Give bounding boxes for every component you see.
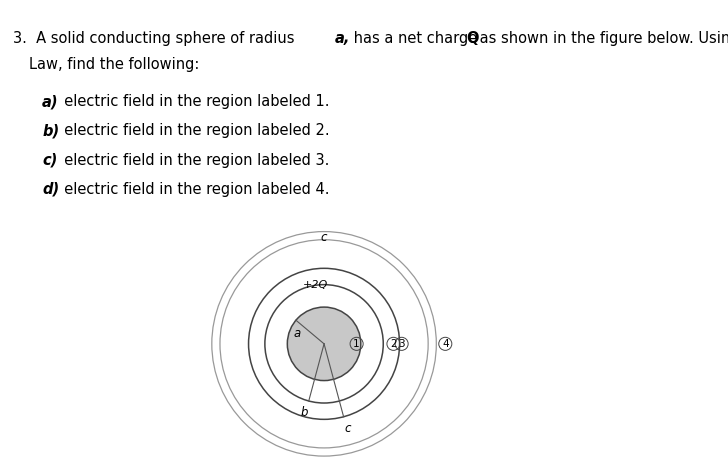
Text: as shown in the figure below. Using Gauss’s: as shown in the figure below. Using Gaus… bbox=[475, 31, 728, 46]
Text: 3: 3 bbox=[398, 339, 405, 349]
Text: Law, find the following:: Law, find the following: bbox=[29, 57, 199, 72]
Text: a): a) bbox=[42, 94, 59, 109]
Text: c: c bbox=[321, 231, 328, 244]
Text: electric field in the region labeled 1.: electric field in the region labeled 1. bbox=[55, 94, 330, 109]
Text: 1: 1 bbox=[353, 339, 360, 349]
Text: c: c bbox=[344, 422, 351, 435]
Text: 4: 4 bbox=[442, 339, 448, 349]
Circle shape bbox=[288, 307, 361, 381]
Text: 3.  A solid conducting sphere of radius: 3. A solid conducting sphere of radius bbox=[13, 31, 299, 46]
Text: electric field in the region labeled 4.: electric field in the region labeled 4. bbox=[55, 182, 330, 197]
Text: +2Q: +2Q bbox=[304, 280, 328, 290]
Text: d): d) bbox=[42, 182, 60, 197]
Text: a: a bbox=[294, 327, 301, 340]
Text: b): b) bbox=[42, 123, 60, 138]
Text: electric field in the region labeled 2.: electric field in the region labeled 2. bbox=[55, 123, 330, 138]
Text: has a net charge: has a net charge bbox=[349, 31, 482, 46]
Text: electric field in the region labeled 3.: electric field in the region labeled 3. bbox=[55, 153, 330, 168]
Text: c): c) bbox=[42, 153, 58, 168]
Text: 2: 2 bbox=[390, 339, 397, 349]
Text: b: b bbox=[301, 406, 309, 419]
Text: a,: a, bbox=[335, 31, 350, 46]
Text: Q: Q bbox=[467, 31, 479, 46]
